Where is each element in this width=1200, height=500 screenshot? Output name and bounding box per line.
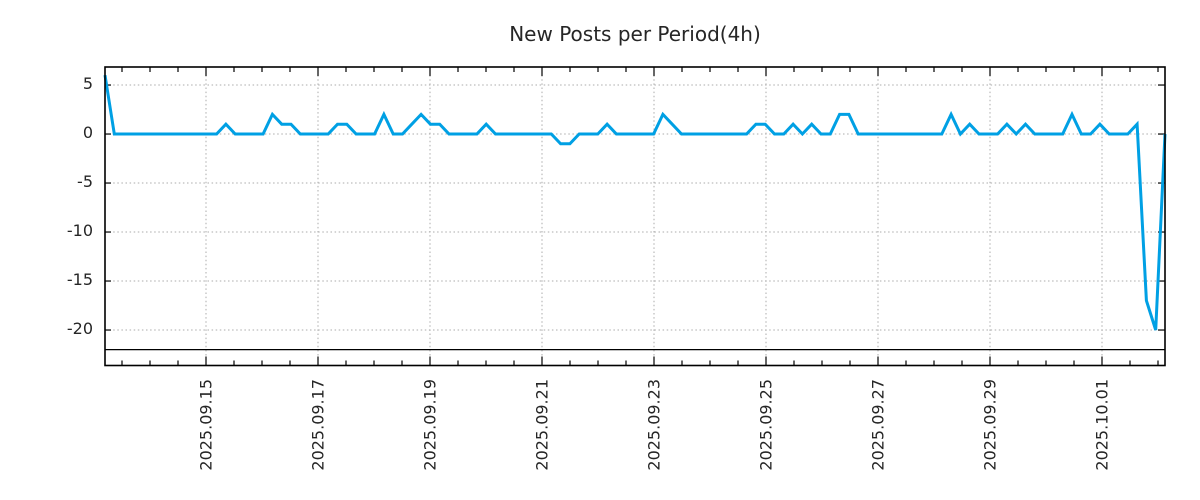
axis-tick-labels: 5 0 -5 -10 -15 -20 2025.09.15 2025.09.17 2025.09… (67, 74, 1112, 471)
x-tick-label: 2025.09.27 (869, 379, 888, 471)
x-tick-label: 2025.09.15 (196, 379, 215, 471)
plot-border (104, 66, 1166, 367)
x-tick-label: 2025.09.23 (645, 379, 664, 471)
grid-lines (105, 67, 1165, 366)
y-tick-label: -20 (67, 319, 93, 338)
y-tick-label: -15 (67, 270, 93, 289)
x-tick-label: 2025.09.25 (757, 379, 776, 471)
chart-title: New Posts per Period(4h) (509, 22, 761, 46)
x-tick-label: 2025.09.17 (309, 379, 328, 471)
y-tick-label: -5 (77, 172, 93, 191)
y-tick-label: 0 (83, 123, 93, 142)
series-line (103, 74, 1167, 331)
y-tick-label: 5 (83, 74, 93, 93)
x-tick-label: 2025.09.19 (421, 379, 440, 471)
y-tick-label: -10 (67, 221, 93, 240)
x-tick-label: 2025.09.29 (981, 379, 1000, 471)
axis-ticks (105, 67, 1165, 366)
x-tick-label: 2025.09.21 (533, 379, 552, 471)
x-tick-label: 2025.10.01 (1093, 379, 1112, 471)
